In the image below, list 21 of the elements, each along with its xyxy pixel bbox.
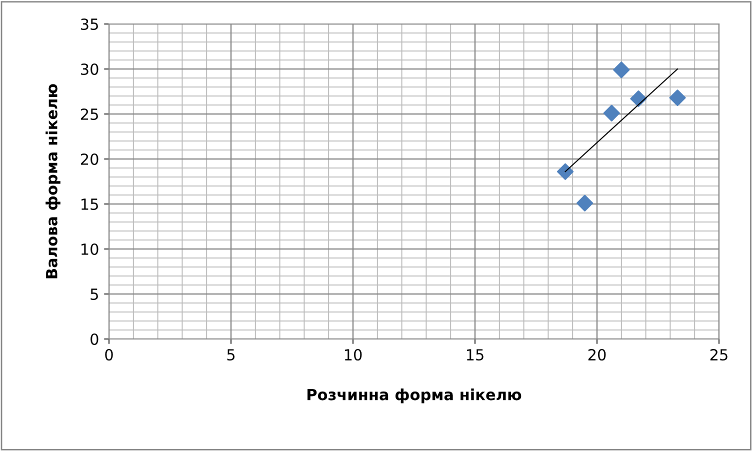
x-tick-label: 15: [466, 349, 484, 361]
y-tick-label: 35: [81, 18, 98, 30]
x-tick-label: 20: [588, 348, 606, 361]
x-tick-label: 10: [344, 348, 362, 361]
x-tick-label: 5: [227, 349, 235, 361]
y-tick-label: 5: [90, 288, 98, 300]
y-tick-label: 0: [90, 333, 98, 346]
y-tick-label: 30: [81, 63, 98, 76]
y-tick-label: 15: [82, 198, 98, 210]
y-tick-label: 20: [80, 153, 98, 166]
point: [576, 194, 594, 212]
point: [556, 163, 574, 180]
x-tick-label: 25: [710, 348, 728, 361]
y-tick-label: 10: [82, 243, 98, 256]
point: [603, 104, 620, 122]
x-tick-label: 0: [105, 348, 113, 361]
point: [669, 90, 686, 106]
point: [613, 62, 630, 78]
y-axis-title: Валова форма нікелю: [46, 84, 60, 278]
x-axis-title: Розчинна форма нікелю: [308, 388, 522, 404]
y-tick-label: 25: [80, 108, 98, 120]
